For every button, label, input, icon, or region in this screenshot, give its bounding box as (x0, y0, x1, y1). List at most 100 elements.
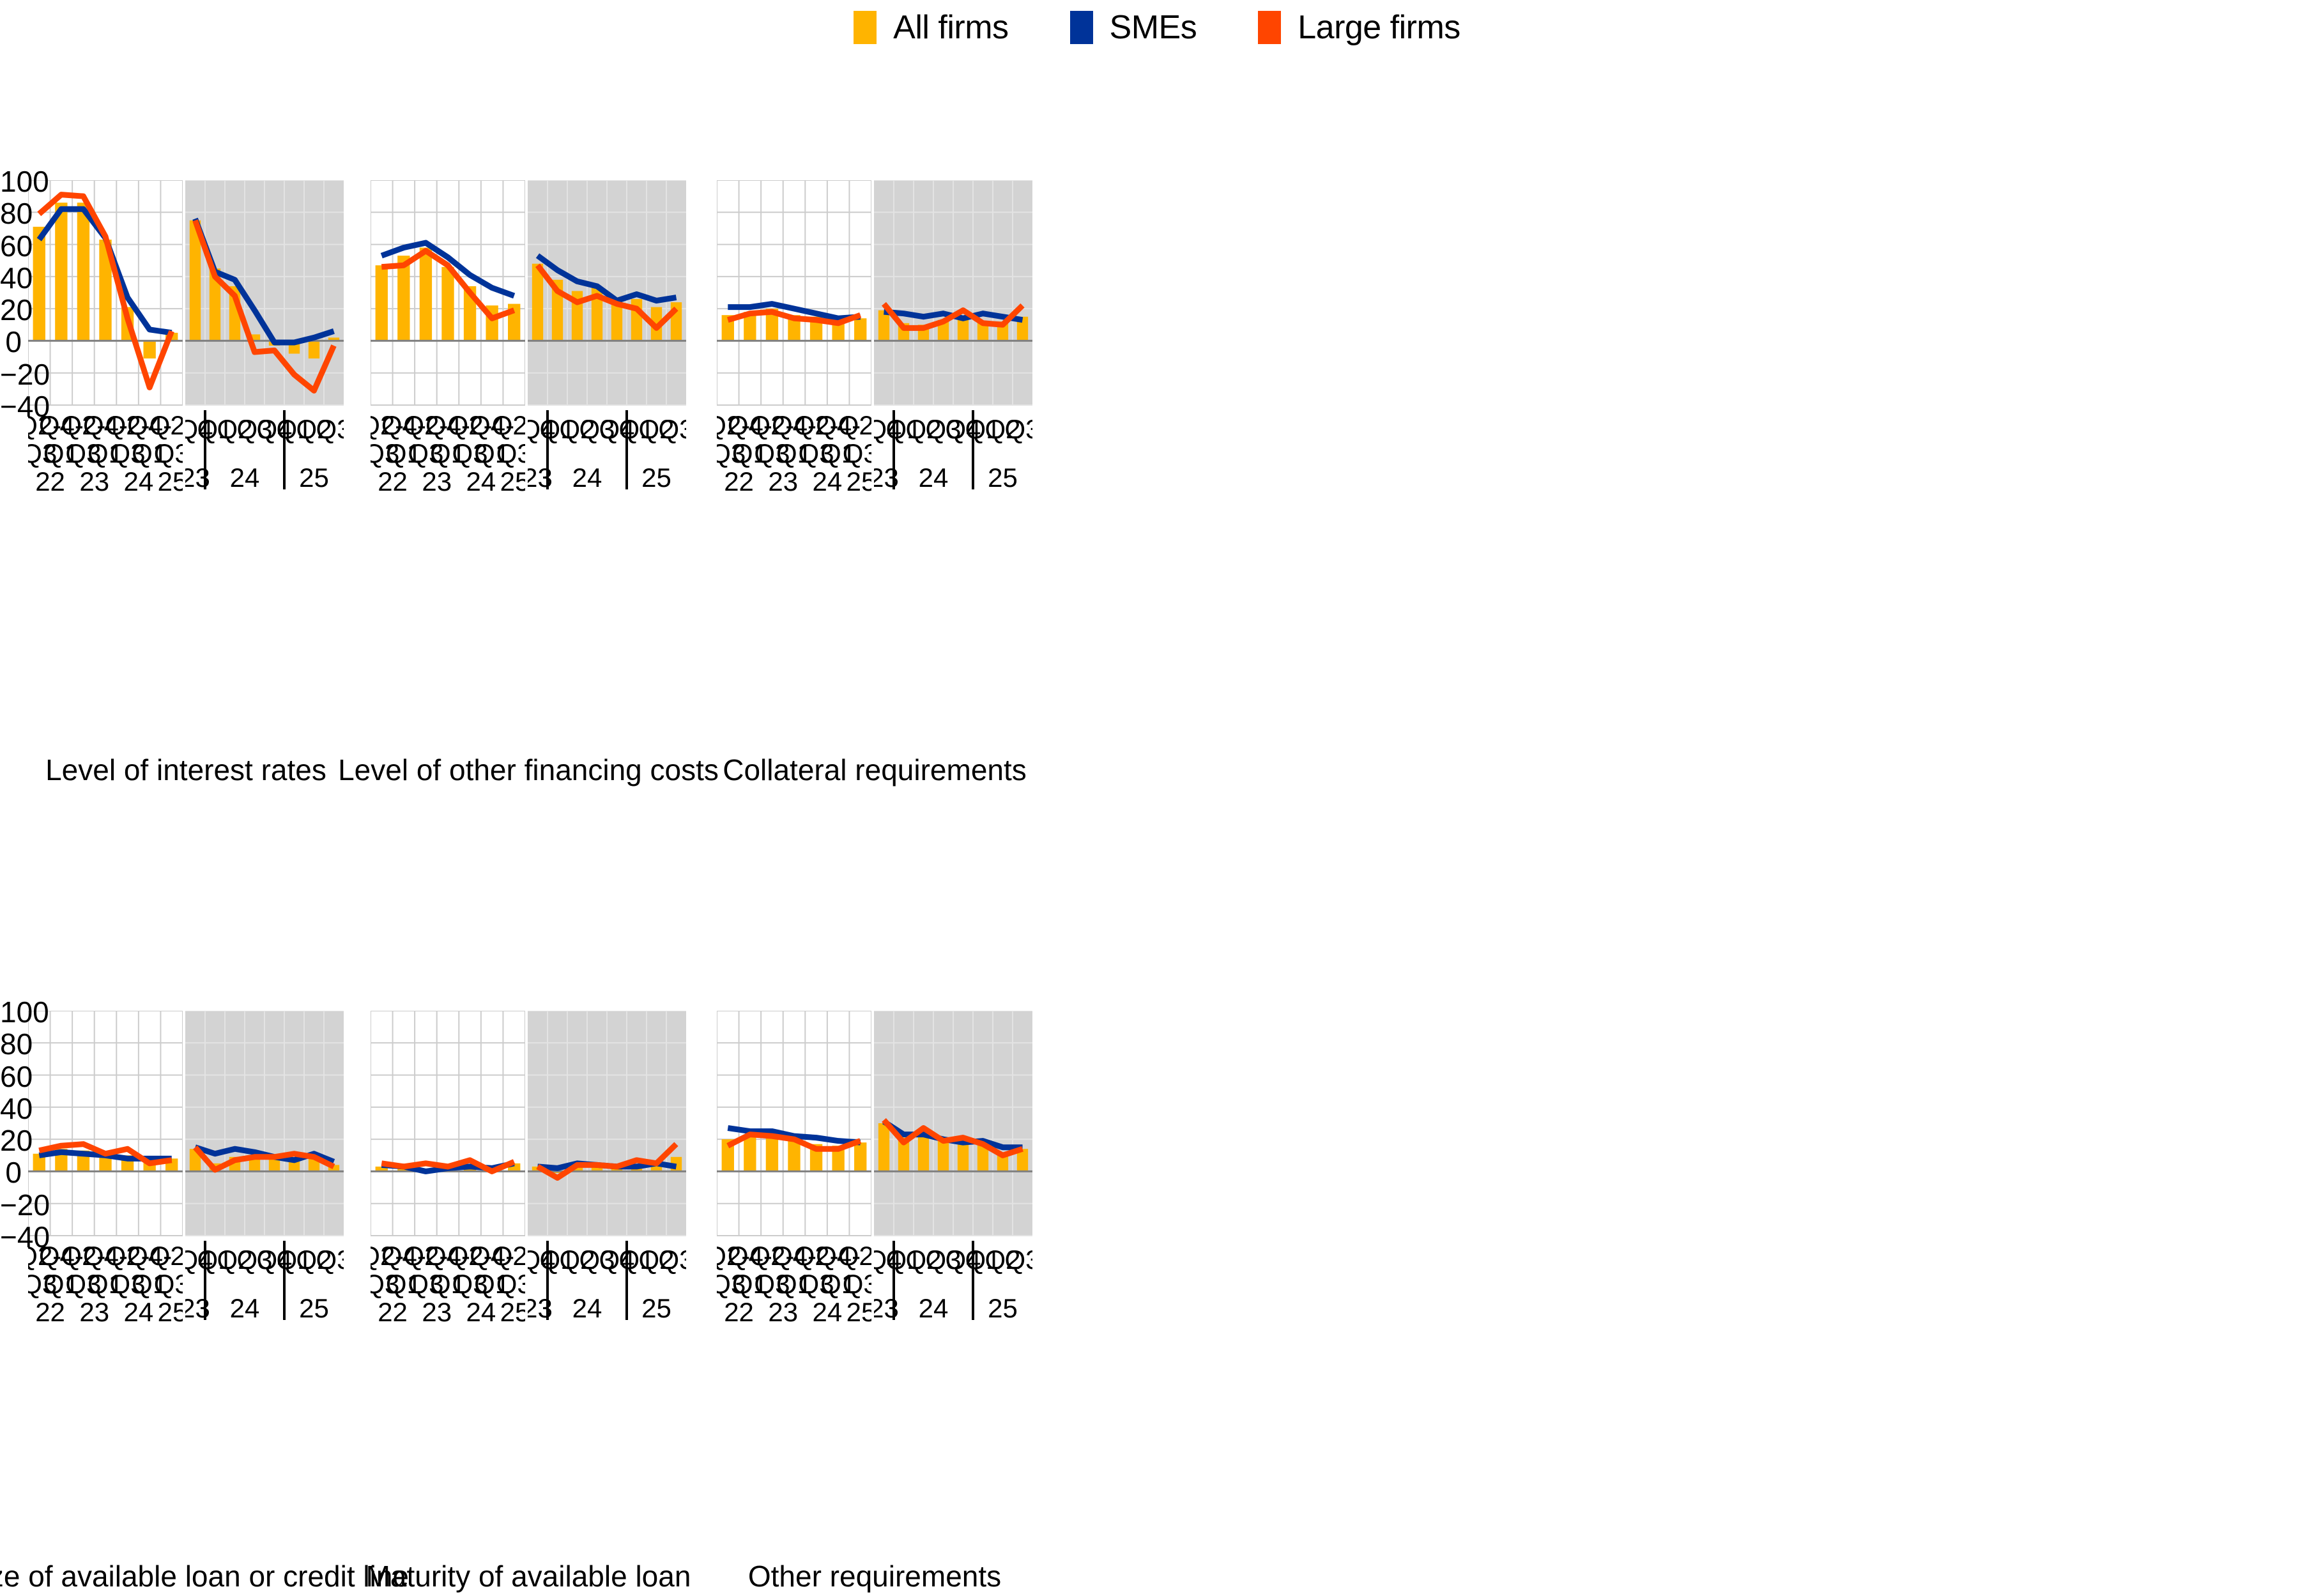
svg-text:Q2-: Q2- (492, 1241, 525, 1271)
svg-text:Q3: Q3 (371, 1269, 399, 1299)
svg-text:25: 25 (847, 466, 871, 496)
bar-all-firms (854, 1142, 867, 1172)
svg-text:Q3: Q3 (799, 1269, 834, 1299)
svg-text:25: 25 (988, 463, 1018, 493)
svg-text:Q1: Q1 (474, 438, 510, 468)
bar-all-firms (898, 1137, 910, 1172)
svg-text:Q3: Q3 (236, 1245, 272, 1275)
bar-all-firms (611, 300, 623, 341)
svg-text:Q3: Q3 (799, 438, 834, 468)
svg-text:Q2-: Q2- (794, 410, 839, 440)
svg-text:Q1: Q1 (539, 414, 575, 444)
svg-text:Q3: Q3 (28, 438, 57, 468)
y-axis-tick-label: 20 (0, 293, 33, 327)
line-smes (192, 217, 335, 346)
chart-panel-other-requirements-quarterly: Q4Q1Q2Q3Q4Q1Q2Q3232425 (874, 1011, 1032, 1351)
svg-text:25: 25 (158, 1297, 183, 1327)
svg-text:Q2-: Q2- (28, 1241, 61, 1271)
svg-text:Q4-: Q4- (425, 1241, 470, 1271)
chart-panel-maturity-semiannual: Q2-Q3Q4-Q1Q2-Q3Q4-Q1Q2-Q3Q4-Q1Q2-Q322232… (371, 1011, 525, 1351)
line-large-firms (882, 1117, 1023, 1158)
bar-all-firms (308, 341, 320, 359)
svg-text:23: 23 (422, 466, 452, 496)
svg-text:Q2-: Q2- (749, 1241, 794, 1271)
legend-label-smes: SMEs (1109, 9, 1197, 46)
svg-text:Q2-: Q2- (749, 410, 794, 440)
svg-text:Q2-: Q2- (403, 1241, 448, 1271)
line-large-firms (193, 1145, 335, 1173)
svg-text:Q3: Q3 (925, 414, 961, 444)
svg-text:Q1: Q1 (820, 438, 856, 468)
line-smes (728, 301, 861, 321)
svg-text:Q2: Q2 (985, 1245, 1020, 1275)
svg-text:Q4: Q4 (185, 1245, 213, 1275)
svg-text:Q1: Q1 (197, 1245, 233, 1275)
svg-text:Q1: Q1 (276, 414, 312, 444)
bar-all-firms (249, 334, 261, 341)
svg-text:23: 23 (768, 466, 798, 496)
svg-text:23: 23 (422, 1297, 452, 1327)
svg-text:Q2-: Q2- (61, 410, 105, 440)
svg-text:Q1: Q1 (276, 1245, 312, 1275)
svg-text:24: 24 (123, 1297, 153, 1327)
bar-all-firms (397, 256, 410, 341)
svg-text:Q3: Q3 (754, 438, 790, 468)
svg-text:Q1: Q1 (885, 414, 921, 444)
bar-all-firms (765, 1136, 779, 1172)
svg-text:Q3: Q3 (496, 1269, 525, 1299)
svg-text:Q4-: Q4- (127, 1241, 172, 1271)
line-large-firms (38, 1141, 172, 1167)
svg-text:25: 25 (299, 1293, 329, 1323)
bar-all-firms (957, 1144, 969, 1172)
svg-text:Q1: Q1 (474, 1269, 510, 1299)
bar-all-firms (977, 321, 989, 341)
y-axis-tick-label: 40 (0, 1091, 33, 1125)
bar-all-firms (591, 288, 603, 341)
svg-text:22: 22 (378, 1297, 408, 1327)
chart-panel-size-of-loan-semiannual: Q2-Q3Q4-Q1Q2-Q3Q4-Q1Q2-Q3Q4-Q1Q2-Q322232… (28, 1011, 183, 1351)
svg-text:Q2-: Q2- (371, 1241, 404, 1271)
svg-text:25: 25 (641, 463, 671, 493)
svg-text:Q2: Q2 (296, 414, 332, 444)
svg-text:Q2-: Q2- (794, 1241, 839, 1271)
svg-text:24: 24 (919, 1293, 949, 1323)
svg-text:25: 25 (500, 1297, 525, 1327)
svg-text:Q4-: Q4- (381, 410, 426, 440)
line-large-firms (192, 219, 337, 394)
svg-text:Q4-: Q4- (470, 410, 514, 440)
bar-all-firms (441, 266, 454, 341)
svg-text:Q4: Q4 (599, 414, 634, 444)
svg-text:Q2-: Q2- (149, 410, 183, 440)
svg-text:Q4-: Q4- (772, 1241, 816, 1271)
svg-text:Q2: Q2 (217, 1245, 252, 1275)
group-title-4: Maturity of available loan (365, 1560, 691, 1593)
chart-panel-collateral-requirements-semiannual: Q2-Q3Q4-Q1Q2-Q3Q4-Q1Q2-Q3Q4-Q1Q2-Q322232… (717, 180, 871, 520)
bar-all-firms (1016, 1149, 1029, 1172)
svg-text:Q1: Q1 (43, 438, 79, 468)
legend-swatch-smes (1069, 11, 1093, 44)
y-axis-tick-label: −40 (0, 1220, 50, 1254)
svg-text:25: 25 (641, 1293, 671, 1323)
svg-text:Q1: Q1 (732, 1269, 768, 1299)
svg-text:23: 23 (79, 466, 109, 496)
line-large-firms (381, 248, 516, 321)
svg-text:Q2: Q2 (905, 1245, 941, 1275)
svg-text:24: 24 (466, 466, 496, 496)
y-axis-tick-label: 80 (0, 197, 33, 231)
bar-all-firms (1016, 316, 1029, 341)
bar-all-firms (765, 309, 779, 341)
svg-text:Q3: Q3 (236, 414, 272, 444)
svg-text:Q3: Q3 (154, 1269, 183, 1299)
svg-text:Q4-: Q4- (83, 1241, 128, 1271)
svg-text:Q2: Q2 (985, 414, 1020, 444)
svg-text:24: 24 (123, 466, 153, 496)
bar-all-firms (878, 1123, 890, 1172)
bar-all-firms (788, 1137, 801, 1172)
bar-all-firms (419, 247, 433, 341)
svg-text:Q4: Q4 (528, 414, 556, 444)
chart-panel-interest-rates-semiannual: Q2-Q3Q4-Q1Q2-Q3Q4-Q1Q2-Q3Q4-Q1Q2-Q322232… (28, 180, 183, 520)
svg-text:24: 24 (466, 1297, 496, 1327)
svg-text:24: 24 (812, 466, 842, 496)
svg-text:Q2-: Q2- (838, 1241, 871, 1271)
legend-swatch-large-firms (1258, 11, 1282, 44)
